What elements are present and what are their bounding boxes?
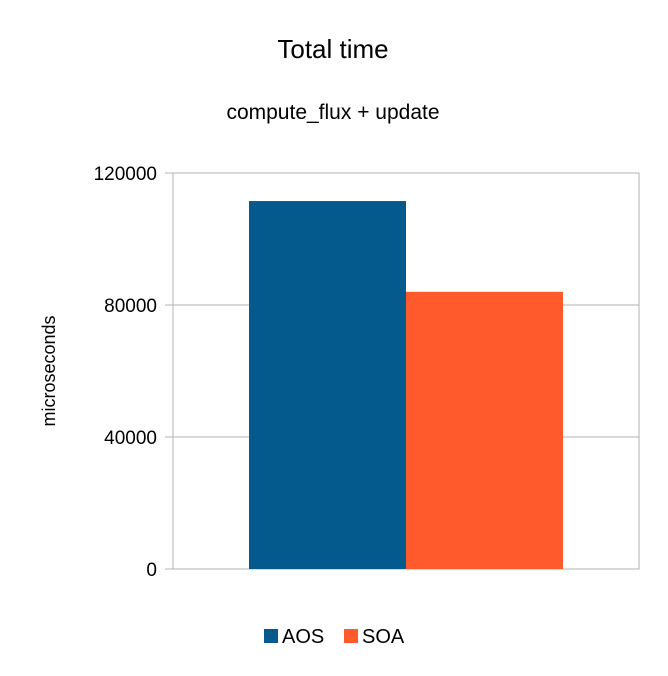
bar-aos — [249, 201, 406, 570]
y-axis-label: microseconds — [39, 315, 59, 426]
y-tick-label: 0 — [146, 560, 157, 581]
y-tick-label: 120000 — [94, 164, 157, 185]
plot-area — [172, 172, 640, 570]
chart-subtitle: compute_flux + update — [226, 101, 439, 124]
legend-label-aos: AOS — [282, 626, 324, 648]
bars — [249, 201, 563, 570]
y-axis-ticks: 0 40000 80000 120000 — [94, 164, 173, 581]
bar-soa — [406, 291, 563, 569]
legend-swatch-aos — [264, 629, 278, 643]
legend: AOS SOA — [264, 626, 405, 648]
chart-title: Total time — [277, 34, 388, 64]
y-tick-label: 80000 — [104, 296, 157, 317]
y-tick-label: 40000 — [104, 428, 157, 449]
legend-label-soa: SOA — [362, 626, 405, 648]
legend-swatch-soa — [344, 629, 358, 643]
